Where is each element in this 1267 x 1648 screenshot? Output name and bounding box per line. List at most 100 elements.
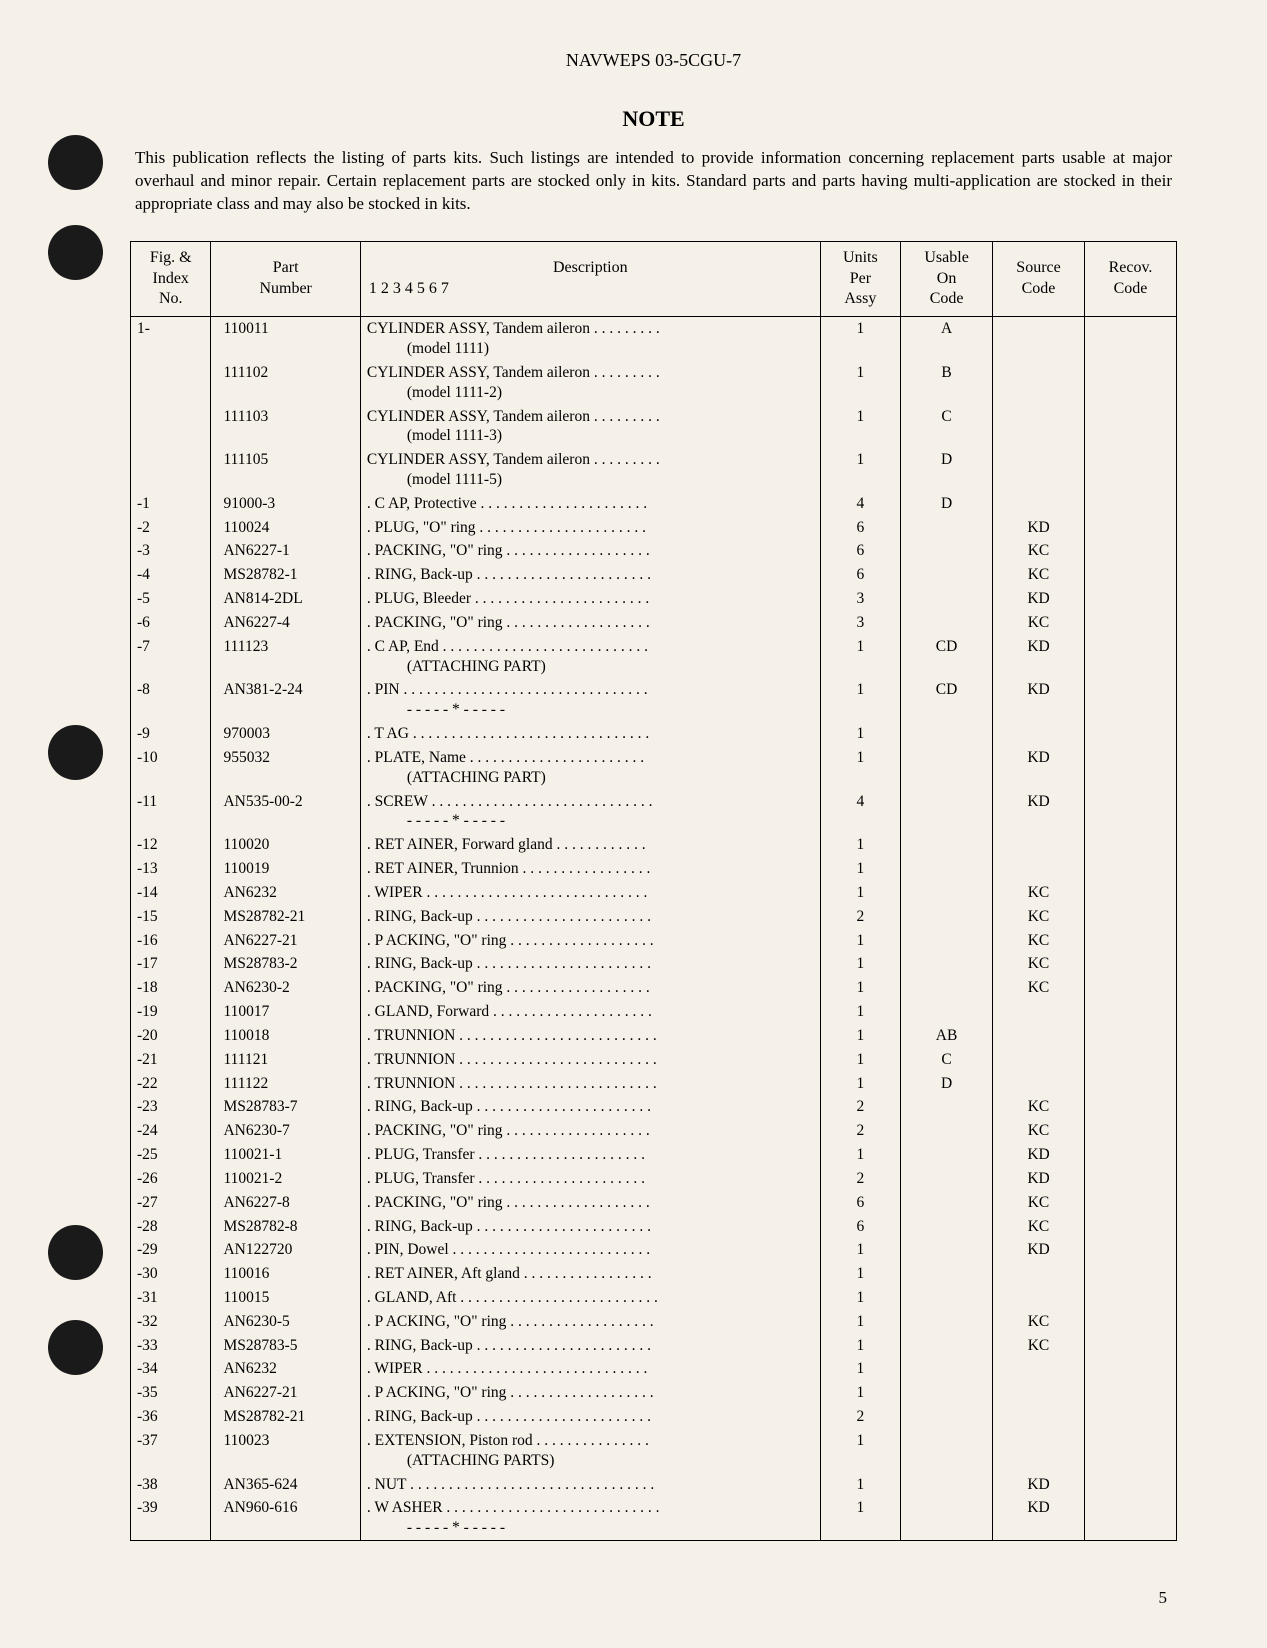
cell-recov (1084, 1095, 1176, 1119)
table-row: -33MS28783-5. RING, Back-up . . . . . . … (131, 1334, 1177, 1358)
cell-index: -2 (131, 516, 211, 540)
cell-usable (901, 516, 993, 540)
cell-usable (901, 539, 993, 563)
cell-source (993, 1381, 1085, 1405)
cell-index: -4 (131, 563, 211, 587)
cell-part: MS28782-1 (211, 563, 360, 587)
cell-part: AN6232 (211, 881, 360, 905)
cell-source (993, 1405, 1085, 1429)
cell-recov (1084, 361, 1176, 405)
cell-description: . PACKING, "O" ring . . . . . . . . . . … (360, 976, 820, 1000)
cell-units: 1 (820, 1310, 900, 1334)
cell-part: 111103 (211, 405, 360, 449)
cell-usable: D (901, 1072, 993, 1096)
cell-description: . PLUG, Transfer . . . . . . . . . . . .… (360, 1167, 820, 1191)
cell-units: 1 (820, 1473, 900, 1497)
cell-index: -30 (131, 1262, 211, 1286)
cell-part: 111122 (211, 1072, 360, 1096)
cell-usable (901, 1357, 993, 1381)
cell-index: -1 (131, 492, 211, 516)
cell-units: 1 (820, 1357, 900, 1381)
cell-units: 2 (820, 1095, 900, 1119)
cell-recov (1084, 1191, 1176, 1215)
cell-source (993, 722, 1085, 746)
cell-usable: D (901, 448, 993, 492)
cell-source: KD (993, 746, 1085, 790)
cell-part: AN6230-7 (211, 1119, 360, 1143)
cell-units: 1 (820, 1048, 900, 1072)
table-row: -17MS28783-2. RING, Back-up . . . . . . … (131, 952, 1177, 976)
cell-source: KC (993, 563, 1085, 587)
cell-description: . P ACKING, "O" ring . . . . . . . . . .… (360, 1310, 820, 1334)
cell-recov (1084, 1262, 1176, 1286)
cell-usable: C (901, 1048, 993, 1072)
cell-source: KC (993, 1095, 1085, 1119)
cell-source (993, 857, 1085, 881)
cell-usable (901, 976, 993, 1000)
cell-description: . RING, Back-up . . . . . . . . . . . . … (360, 1095, 820, 1119)
cell-usable (901, 1262, 993, 1286)
table-row: -3AN6227-1. PACKING, "O" ring . . . . . … (131, 539, 1177, 563)
cell-description: . TRUNNION . . . . . . . . . . . . . . .… (360, 1024, 820, 1048)
header-units: Units Per Assy (820, 241, 900, 316)
header-usable: Usable On Code (901, 241, 993, 316)
cell-part: AN6232 (211, 1357, 360, 1381)
punch-hole (48, 1225, 103, 1280)
cell-description: . C AP, Protective . . . . . . . . . . .… (360, 492, 820, 516)
cell-source: KC (993, 952, 1085, 976)
cell-source: KC (993, 976, 1085, 1000)
cell-units: 1 (820, 1000, 900, 1024)
cell-source: KD (993, 635, 1085, 679)
cell-part: 110016 (211, 1262, 360, 1286)
cell-index: -23 (131, 1095, 211, 1119)
cell-description: . RING, Back-up . . . . . . . . . . . . … (360, 1405, 820, 1429)
cell-usable (901, 1191, 993, 1215)
cell-description: . NUT . . . . . . . . . . . . . . . . . … (360, 1473, 820, 1497)
cell-units: 1 (820, 1496, 900, 1540)
cell-index: -32 (131, 1310, 211, 1334)
cell-index: -26 (131, 1167, 211, 1191)
cell-index: -10 (131, 746, 211, 790)
cell-units: 3 (820, 587, 900, 611)
table-row: -26110021-2. PLUG, Transfer . . . . . . … (131, 1167, 1177, 1191)
cell-description: . T AG . . . . . . . . . . . . . . . . .… (360, 722, 820, 746)
cell-part: 110015 (211, 1286, 360, 1310)
cell-description: . P ACKING, "O" ring . . . . . . . . . .… (360, 929, 820, 953)
cell-part: 110021-1 (211, 1143, 360, 1167)
cell-usable (901, 1095, 993, 1119)
cell-usable (901, 1000, 993, 1024)
cell-part: 111105 (211, 448, 360, 492)
cell-description: . RING, Back-up . . . . . . . . . . . . … (360, 563, 820, 587)
cell-part: MS28782-21 (211, 905, 360, 929)
cell-part: AN535-00-2 (211, 790, 360, 834)
cell-part: 110021-2 (211, 1167, 360, 1191)
table-row: 111102CYLINDER ASSY, Tandem aileron . . … (131, 361, 1177, 405)
table-row: -21111121. TRUNNION . . . . . . . . . . … (131, 1048, 1177, 1072)
cell-recov (1084, 790, 1176, 834)
cell-usable (901, 881, 993, 905)
cell-source: KD (993, 1473, 1085, 1497)
cell-recov (1084, 317, 1176, 361)
cell-part: AN814-2DL (211, 587, 360, 611)
cell-description: . GLAND, Forward . . . . . . . . . . . .… (360, 1000, 820, 1024)
cell-units: 3 (820, 611, 900, 635)
cell-usable (901, 1310, 993, 1334)
cell-usable: C (901, 405, 993, 449)
cell-index: -38 (131, 1473, 211, 1497)
cell-index (131, 361, 211, 405)
cell-units: 1 (820, 1381, 900, 1405)
cell-index: -20 (131, 1024, 211, 1048)
cell-units: 6 (820, 516, 900, 540)
cell-usable: A (901, 317, 993, 361)
table-row: -11AN535-00-2. SCREW . . . . . . . . . .… (131, 790, 1177, 834)
cell-source: KC (993, 1191, 1085, 1215)
cell-recov (1084, 1310, 1176, 1334)
cell-source: KD (993, 1167, 1085, 1191)
cell-source (993, 448, 1085, 492)
punch-hole (48, 225, 103, 280)
cell-index: -11 (131, 790, 211, 834)
cell-description: . WIPER . . . . . . . . . . . . . . . . … (360, 881, 820, 905)
cell-recov (1084, 1405, 1176, 1429)
cell-units: 1 (820, 746, 900, 790)
table-row: -20110018. TRUNNION . . . . . . . . . . … (131, 1024, 1177, 1048)
